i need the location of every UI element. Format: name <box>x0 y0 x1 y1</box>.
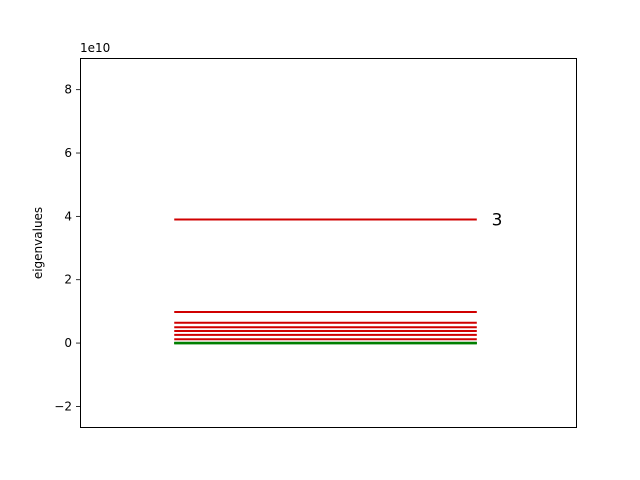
y-tick-label: 2 <box>64 273 72 287</box>
y-axis: −2 0 2 4 6 8 <box>54 83 80 413</box>
annotations: 3 <box>492 211 503 231</box>
y-tick-label: 4 <box>64 209 72 223</box>
y-axis-label: eigenvalues <box>31 207 45 279</box>
y-tick-label: 8 <box>64 83 72 97</box>
y-tick-label: −2 <box>54 399 72 413</box>
y-axis-offset-label: 1e10 <box>80 41 110 55</box>
eigenvalue-count-annotation: 3 <box>492 211 503 231</box>
y-tick-label: 6 <box>64 146 72 160</box>
y-tick-label: 0 <box>64 336 72 350</box>
axes-frame <box>80 58 577 428</box>
plot-marks <box>174 218 477 345</box>
